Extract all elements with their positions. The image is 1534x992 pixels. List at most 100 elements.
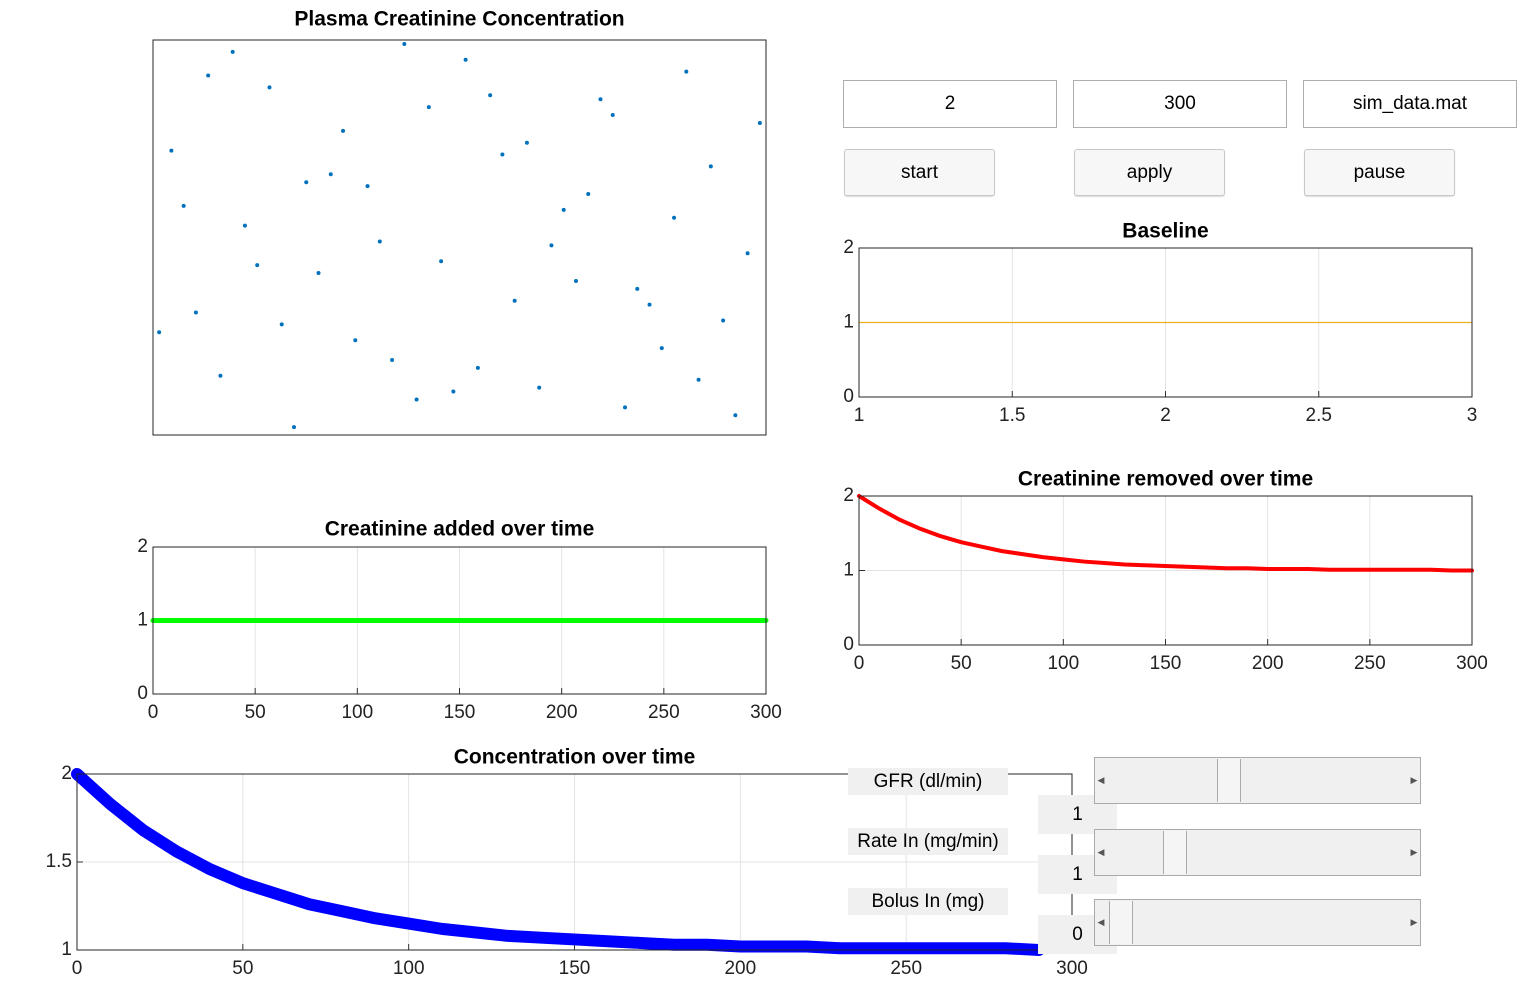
x-tick-label: 50 — [245, 702, 266, 723]
x-tick-label: 200 — [724, 958, 756, 979]
scatter-point — [255, 263, 260, 268]
scatter-point — [757, 120, 762, 125]
slider-left-arrow[interactable]: ◀ — [1097, 917, 1105, 927]
slider-right-arrow[interactable]: ▶ — [1410, 917, 1418, 927]
slider-thumb[interactable] — [1163, 831, 1187, 874]
start-button[interactable]: start — [844, 149, 995, 196]
apply-button[interactable]: apply — [1074, 149, 1225, 196]
scatter-point — [341, 128, 346, 133]
y-tick-label: 2 — [137, 536, 148, 557]
axes-box — [858, 495, 1473, 646]
scatter-point — [598, 97, 603, 102]
x-tick-label: 200 — [546, 702, 578, 723]
scatter-point — [610, 113, 615, 118]
scatter-point — [488, 93, 493, 98]
x-tick-label: 250 — [1354, 653, 1386, 674]
scatter-point — [549, 243, 554, 248]
scatter-point — [304, 180, 309, 185]
scatter-point — [623, 405, 628, 410]
scatter-point — [377, 239, 382, 244]
scatter-point — [573, 278, 578, 283]
scatter-point — [390, 357, 395, 362]
x-tick-label: 150 — [444, 702, 476, 723]
x-tick-label: 200 — [1252, 653, 1284, 674]
chart-title: Plasma Creatinine Concentration — [294, 8, 624, 31]
x-tick-label: 300 — [750, 702, 782, 723]
x-tick-label: 50 — [232, 958, 253, 979]
scatter-point — [279, 322, 284, 327]
scatter-point — [328, 172, 333, 177]
slider-left-arrow[interactable]: ◀ — [1097, 847, 1105, 857]
y-tick-label: 0 — [843, 634, 854, 655]
scatter-point — [500, 152, 505, 157]
y-tick-label: 1 — [843, 560, 854, 581]
chart-title: Creatinine added over time — [325, 518, 595, 541]
y-tick-label: 2 — [843, 237, 854, 258]
scatter-point — [512, 298, 517, 303]
slider[interactable]: ◀ ▶ — [1094, 899, 1421, 946]
scatter-point — [561, 207, 566, 212]
scatter-point — [157, 330, 162, 335]
scatter-point — [733, 413, 738, 418]
text-field[interactable]: 2 — [843, 80, 1057, 128]
x-tick-label: 250 — [648, 702, 680, 723]
slider-label: Rate In (mg/min) — [848, 828, 1008, 855]
scatter-point — [230, 49, 235, 54]
scatter-point — [316, 271, 321, 276]
scatter-point — [402, 41, 407, 46]
slider-left-arrow[interactable]: ◀ — [1097, 775, 1105, 785]
scatter-point — [647, 302, 652, 307]
x-tick-label: 150 — [1150, 653, 1182, 674]
x-tick-label: 300 — [1056, 958, 1088, 979]
x-tick-label: 150 — [559, 958, 591, 979]
scatter-point — [426, 105, 431, 110]
y-tick-label: 1.5 — [46, 851, 72, 872]
scatter-point — [635, 286, 640, 291]
y-tick-label: 0 — [843, 386, 854, 407]
scatter-point — [475, 365, 480, 370]
scatter-point — [451, 389, 456, 394]
x-tick-label: 100 — [1047, 653, 1079, 674]
x-tick-label: 100 — [393, 958, 425, 979]
slider-right-arrow[interactable]: ▶ — [1410, 847, 1418, 857]
x-tick-label: 0 — [148, 702, 159, 723]
slider-label: Bolus In (mg) — [848, 888, 1008, 915]
slider-thumb[interactable] — [1109, 901, 1133, 944]
scatter-point — [463, 57, 468, 62]
x-tick-label: 50 — [951, 653, 972, 674]
scatter-point — [586, 192, 591, 197]
scatter-point — [659, 346, 664, 351]
y-tick-label: 0 — [137, 683, 148, 704]
slider[interactable]: ◀ ▶ — [1094, 829, 1421, 876]
scatter-point — [365, 184, 370, 189]
slider[interactable]: ◀ ▶ — [1094, 757, 1421, 804]
x-tick-label: 2.5 — [1306, 405, 1332, 426]
text-field[interactable]: 300 — [1073, 80, 1287, 128]
scatter-point — [242, 223, 247, 228]
text-field[interactable]: sim_data.mat — [1303, 80, 1517, 128]
x-tick-label: 300 — [1456, 653, 1488, 674]
axes-box — [152, 546, 767, 695]
chart-title: Concentration over time — [454, 746, 696, 769]
x-tick-label: 1 — [854, 405, 865, 426]
x-tick-label: 1.5 — [999, 405, 1025, 426]
scatter-point — [206, 73, 211, 78]
x-tick-label: 250 — [890, 958, 922, 979]
chart-title: Baseline — [1122, 220, 1208, 243]
scatter-point — [353, 338, 358, 343]
pause-button[interactable]: pause — [1304, 149, 1455, 196]
x-tick-label: 3 — [1467, 405, 1478, 426]
slider-label: GFR (dl/min) — [848, 768, 1008, 795]
slider-thumb[interactable] — [1217, 759, 1241, 802]
slider-right-arrow[interactable]: ▶ — [1410, 775, 1418, 785]
data-line — [71, 768, 1045, 956]
scatter-point — [696, 377, 701, 382]
scatter-point — [414, 397, 419, 402]
scatter-point — [672, 215, 677, 220]
axes-box — [152, 39, 767, 436]
scatter-point — [745, 251, 750, 256]
scatter-point — [193, 310, 198, 315]
scatter-point — [169, 148, 174, 153]
y-tick-label: 1 — [137, 610, 148, 631]
